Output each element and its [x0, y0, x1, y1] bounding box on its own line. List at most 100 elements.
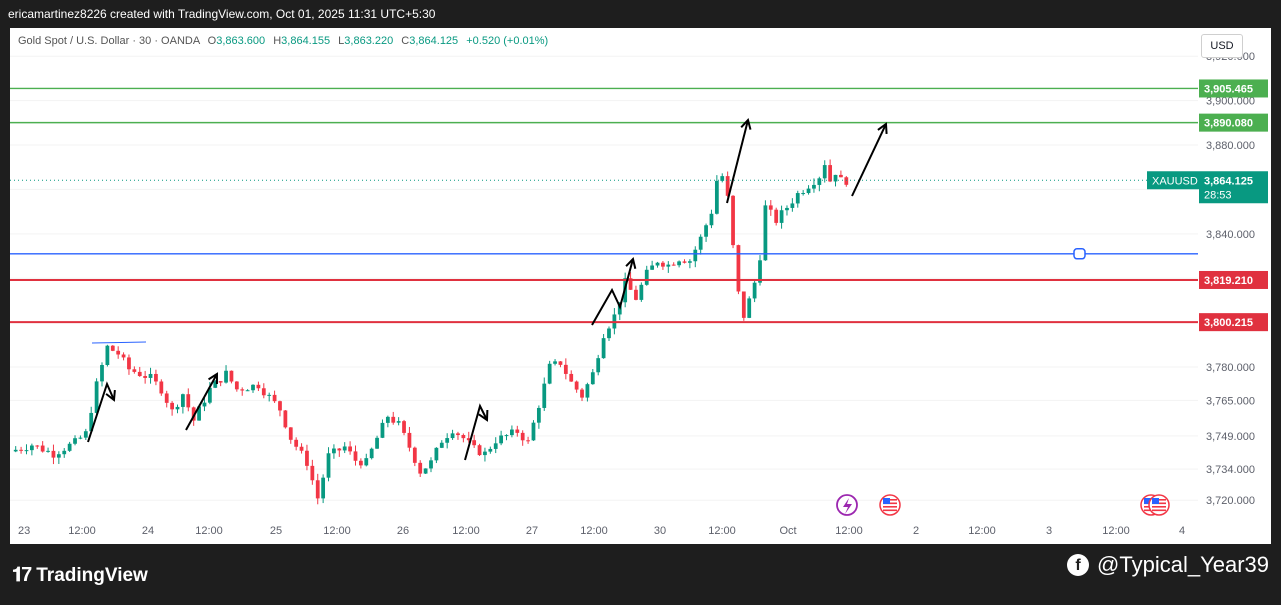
x-tick-label: 3 [1046, 525, 1052, 537]
candle [29, 443, 34, 456]
candle [714, 175, 719, 215]
candle [596, 354, 601, 376]
candle-body [186, 394, 191, 408]
candle [396, 417, 401, 426]
candle [779, 205, 784, 229]
candle-body [477, 445, 482, 456]
candle-body [795, 193, 800, 204]
candle-body [661, 262, 665, 267]
candle [634, 285, 638, 301]
x-tick-label: 12:00 [708, 525, 736, 537]
candle [558, 361, 563, 368]
candle [105, 344, 110, 367]
candle-body [585, 384, 590, 398]
candle [19, 446, 23, 454]
candle [655, 261, 660, 268]
candle [245, 389, 250, 392]
candle [677, 260, 681, 268]
candle-body [731, 195, 735, 246]
candle-body [698, 236, 703, 250]
candle [159, 379, 164, 396]
level-price-label: 3,819.210 [1204, 275, 1253, 287]
candle-body [429, 460, 433, 469]
candle-body [806, 188, 811, 194]
candle [531, 420, 536, 441]
candle-body [488, 448, 493, 452]
candle [828, 159, 833, 183]
candle [213, 379, 218, 389]
candle [429, 457, 433, 473]
candle-body [607, 328, 611, 339]
chart-panel[interactable]: 3,720.000 3,734.000 3,749.000 3,765.000 3,78… [10, 28, 1271, 544]
range-top-line [91, 341, 147, 344]
candle-body [650, 265, 655, 270]
candle-body [553, 361, 557, 364]
support-price-tag [1199, 313, 1268, 332]
candle [736, 244, 741, 295]
projection-arrow [87, 381, 115, 443]
candle-body [197, 406, 201, 421]
candle-body [218, 381, 223, 383]
candle-body [412, 447, 417, 463]
candle-body [472, 440, 477, 446]
candle-body [67, 443, 72, 451]
chart-caption: ericamartinez8226 created with TradingVi… [8, 7, 436, 21]
candle-body [315, 480, 320, 499]
candle-body [175, 406, 180, 410]
resistance-price-tag [1199, 113, 1268, 132]
candle [35, 445, 40, 449]
candle-body [51, 450, 56, 458]
candle-body [337, 448, 342, 451]
candle-body [569, 373, 574, 382]
candle-body [407, 432, 412, 448]
candle [251, 384, 255, 393]
candle-body [181, 394, 185, 407]
candle-body [574, 381, 579, 390]
candle [261, 383, 266, 399]
candle [13, 446, 18, 453]
candle-body [251, 384, 255, 391]
price-chart[interactable]: 3,720.000 3,734.000 3,749.000 3,765.000 3,78… [10, 28, 1271, 544]
candle-body [73, 438, 77, 444]
candle [137, 366, 142, 377]
candle-body [391, 416, 396, 423]
candle [806, 185, 811, 195]
candle-body [520, 432, 525, 441]
open-key: O [207, 35, 217, 47]
candle [542, 377, 547, 411]
lightning-bolt [843, 498, 852, 514]
candle [121, 352, 126, 361]
projection-arrows [87, 117, 888, 461]
candle [116, 346, 121, 359]
candle [817, 176, 822, 192]
currency-button[interactable]: USD [1201, 34, 1243, 58]
current-price-label: 3,864.125 [1204, 175, 1253, 187]
candle [278, 400, 282, 417]
candle [375, 435, 379, 449]
close-value: 3,864.125 [409, 35, 459, 47]
candle [148, 367, 153, 384]
candle-body [423, 468, 428, 474]
candle-body [380, 422, 385, 438]
candle-body [56, 454, 61, 458]
candle [666, 261, 671, 273]
tradingview-logo-icon: 𝟏7 [12, 564, 32, 586]
resistance-price-tag [1199, 79, 1268, 98]
candle-body [461, 435, 466, 439]
candle-body [547, 363, 552, 384]
candle [127, 354, 131, 375]
candle [143, 370, 148, 384]
candle [688, 259, 692, 269]
high-value: 3,864.155 [281, 35, 331, 47]
x-tick-label: 12:00 [835, 525, 863, 537]
candle [639, 282, 644, 302]
candle [407, 426, 412, 452]
candle [186, 388, 191, 412]
x-tick-label: 12:00 [452, 525, 480, 537]
x-tick-label: 12:00 [323, 525, 351, 537]
projection-arrow [591, 258, 634, 326]
candle [553, 359, 557, 366]
candle-body [116, 350, 121, 355]
projection-arrowhead [208, 372, 219, 385]
candle [499, 430, 504, 446]
